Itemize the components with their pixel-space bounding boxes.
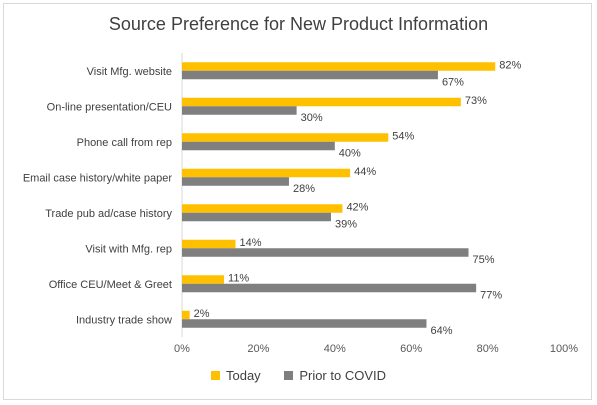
bar-prior-to-covid [182,248,469,257]
category-label: On-line presentation/CEU [47,101,172,113]
bar-today [182,310,190,320]
bar-today [182,97,461,107]
chart-title: Source Preference for New Product Inform… [108,14,489,34]
data-label: 54% [392,130,414,142]
data-label: 42% [346,201,368,213]
legend-label-today: Today [225,368,261,383]
bar-prior-to-covid [182,106,297,115]
bar-prior-to-covid [182,177,289,186]
data-label: 44% [354,166,376,178]
bar-prior-to-covid [182,141,335,151]
data-label: 82% [499,59,521,71]
data-label: 67% [442,76,464,88]
x-tick-label: 100% [550,343,578,355]
x-tick-label: 40% [324,343,346,355]
data-label: 75% [473,254,495,266]
legend-item-today: Today [210,368,261,383]
bar-prior-to-covid [182,212,331,222]
category-label: Email case history/white paper [23,172,173,184]
x-tick-label: 20% [247,343,269,355]
legend-label-prior: Prior to COVID [299,368,386,383]
data-label: 73% [465,95,487,107]
bar-prior-to-covid [182,319,427,328]
category-label: Visit Mfg. website [87,66,172,78]
bar-today [182,275,225,284]
legend-swatch-prior [284,371,294,380]
data-label: 11% [228,272,249,284]
bar-today [182,239,236,249]
bar-prior-to-covid [182,70,438,80]
x-tick-label: 0% [174,343,190,355]
legend-swatch-today [210,371,220,380]
x-tick-label: 80% [477,343,499,355]
category-label: Visit with Mfg. rep [85,243,172,255]
category-label: Phone call from rep [77,137,172,149]
x-tick-label: 60% [400,343,422,355]
category-label: Office CEU/Meet & Greet [49,279,172,291]
chart-legend: Today Prior to COVID [0,368,597,383]
bar-today [182,133,389,142]
bar-today [182,168,351,178]
data-label: 64% [430,325,452,337]
bar-prior-to-covid [182,283,477,293]
data-label: 77% [480,289,502,301]
data-label: 28% [293,183,315,195]
data-label: 14% [239,237,261,249]
data-label: 40% [339,147,361,159]
data-label: 39% [335,218,357,230]
data-label: 2% [194,308,210,320]
category-label: Trade pub ad/case history [45,208,172,220]
legend-item-prior: Prior to COVID [284,368,386,383]
data-label: 30% [301,112,323,124]
bar-today [182,62,496,71]
bar-today [182,204,343,213]
category-label: Industry trade show [76,314,172,326]
